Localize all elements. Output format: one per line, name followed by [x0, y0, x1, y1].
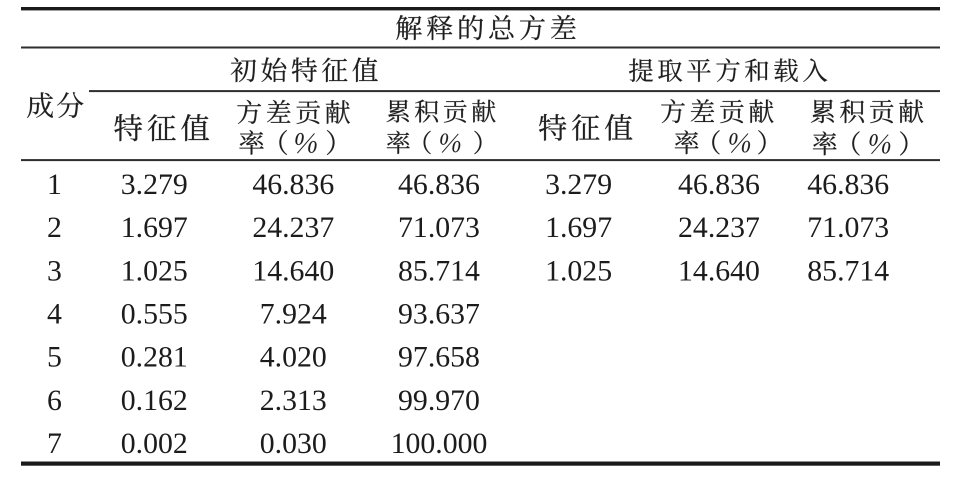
svg-text:97.658: 97.658 [398, 341, 480, 374]
svg-text:3.279: 3.279 [545, 168, 612, 201]
svg-text:46.836: 46.836 [252, 168, 334, 201]
svg-text:0.030: 0.030 [260, 427, 327, 460]
svg-text:0.555: 0.555 [121, 298, 188, 331]
svg-text:3.279: 3.279 [121, 168, 188, 201]
svg-text:1.025: 1.025 [121, 254, 188, 287]
svg-text:2.313: 2.313 [260, 384, 327, 417]
svg-text:46.836: 46.836 [398, 168, 480, 201]
svg-text:14.640: 14.640 [252, 254, 334, 287]
svg-text:99.970: 99.970 [398, 384, 480, 417]
svg-text:0.162: 0.162 [121, 384, 188, 417]
svg-text:1.697: 1.697 [121, 211, 188, 244]
svg-text:1: 1 [47, 168, 62, 201]
svg-text:7.924: 7.924 [260, 298, 327, 331]
svg-text:1.025: 1.025 [545, 254, 612, 287]
svg-text:0.281: 0.281 [121, 341, 188, 374]
svg-text:24.237: 24.237 [252, 211, 334, 244]
svg-text:24.237: 24.237 [678, 211, 760, 244]
svg-text:93.637: 93.637 [398, 298, 480, 331]
svg-text:71.073: 71.073 [807, 211, 889, 244]
svg-text:85.714: 85.714 [807, 254, 889, 287]
svg-text:14.640: 14.640 [678, 254, 760, 287]
svg-text:46.836: 46.836 [678, 168, 760, 201]
svg-text:100.000: 100.000 [391, 427, 488, 460]
svg-text:4.020: 4.020 [260, 341, 327, 374]
svg-text:1.697: 1.697 [545, 211, 612, 244]
svg-text:6: 6 [47, 384, 62, 417]
svg-text:7: 7 [47, 427, 62, 460]
svg-text:0.002: 0.002 [121, 427, 188, 460]
svg-text:5: 5 [47, 341, 62, 374]
svg-text:3: 3 [47, 254, 62, 287]
svg-text:46.836: 46.836 [807, 168, 889, 201]
svg-text:4: 4 [47, 298, 62, 331]
svg-text:85.714: 85.714 [398, 254, 480, 287]
svg-text:71.073: 71.073 [398, 211, 480, 244]
svg-text:2: 2 [47, 211, 62, 244]
